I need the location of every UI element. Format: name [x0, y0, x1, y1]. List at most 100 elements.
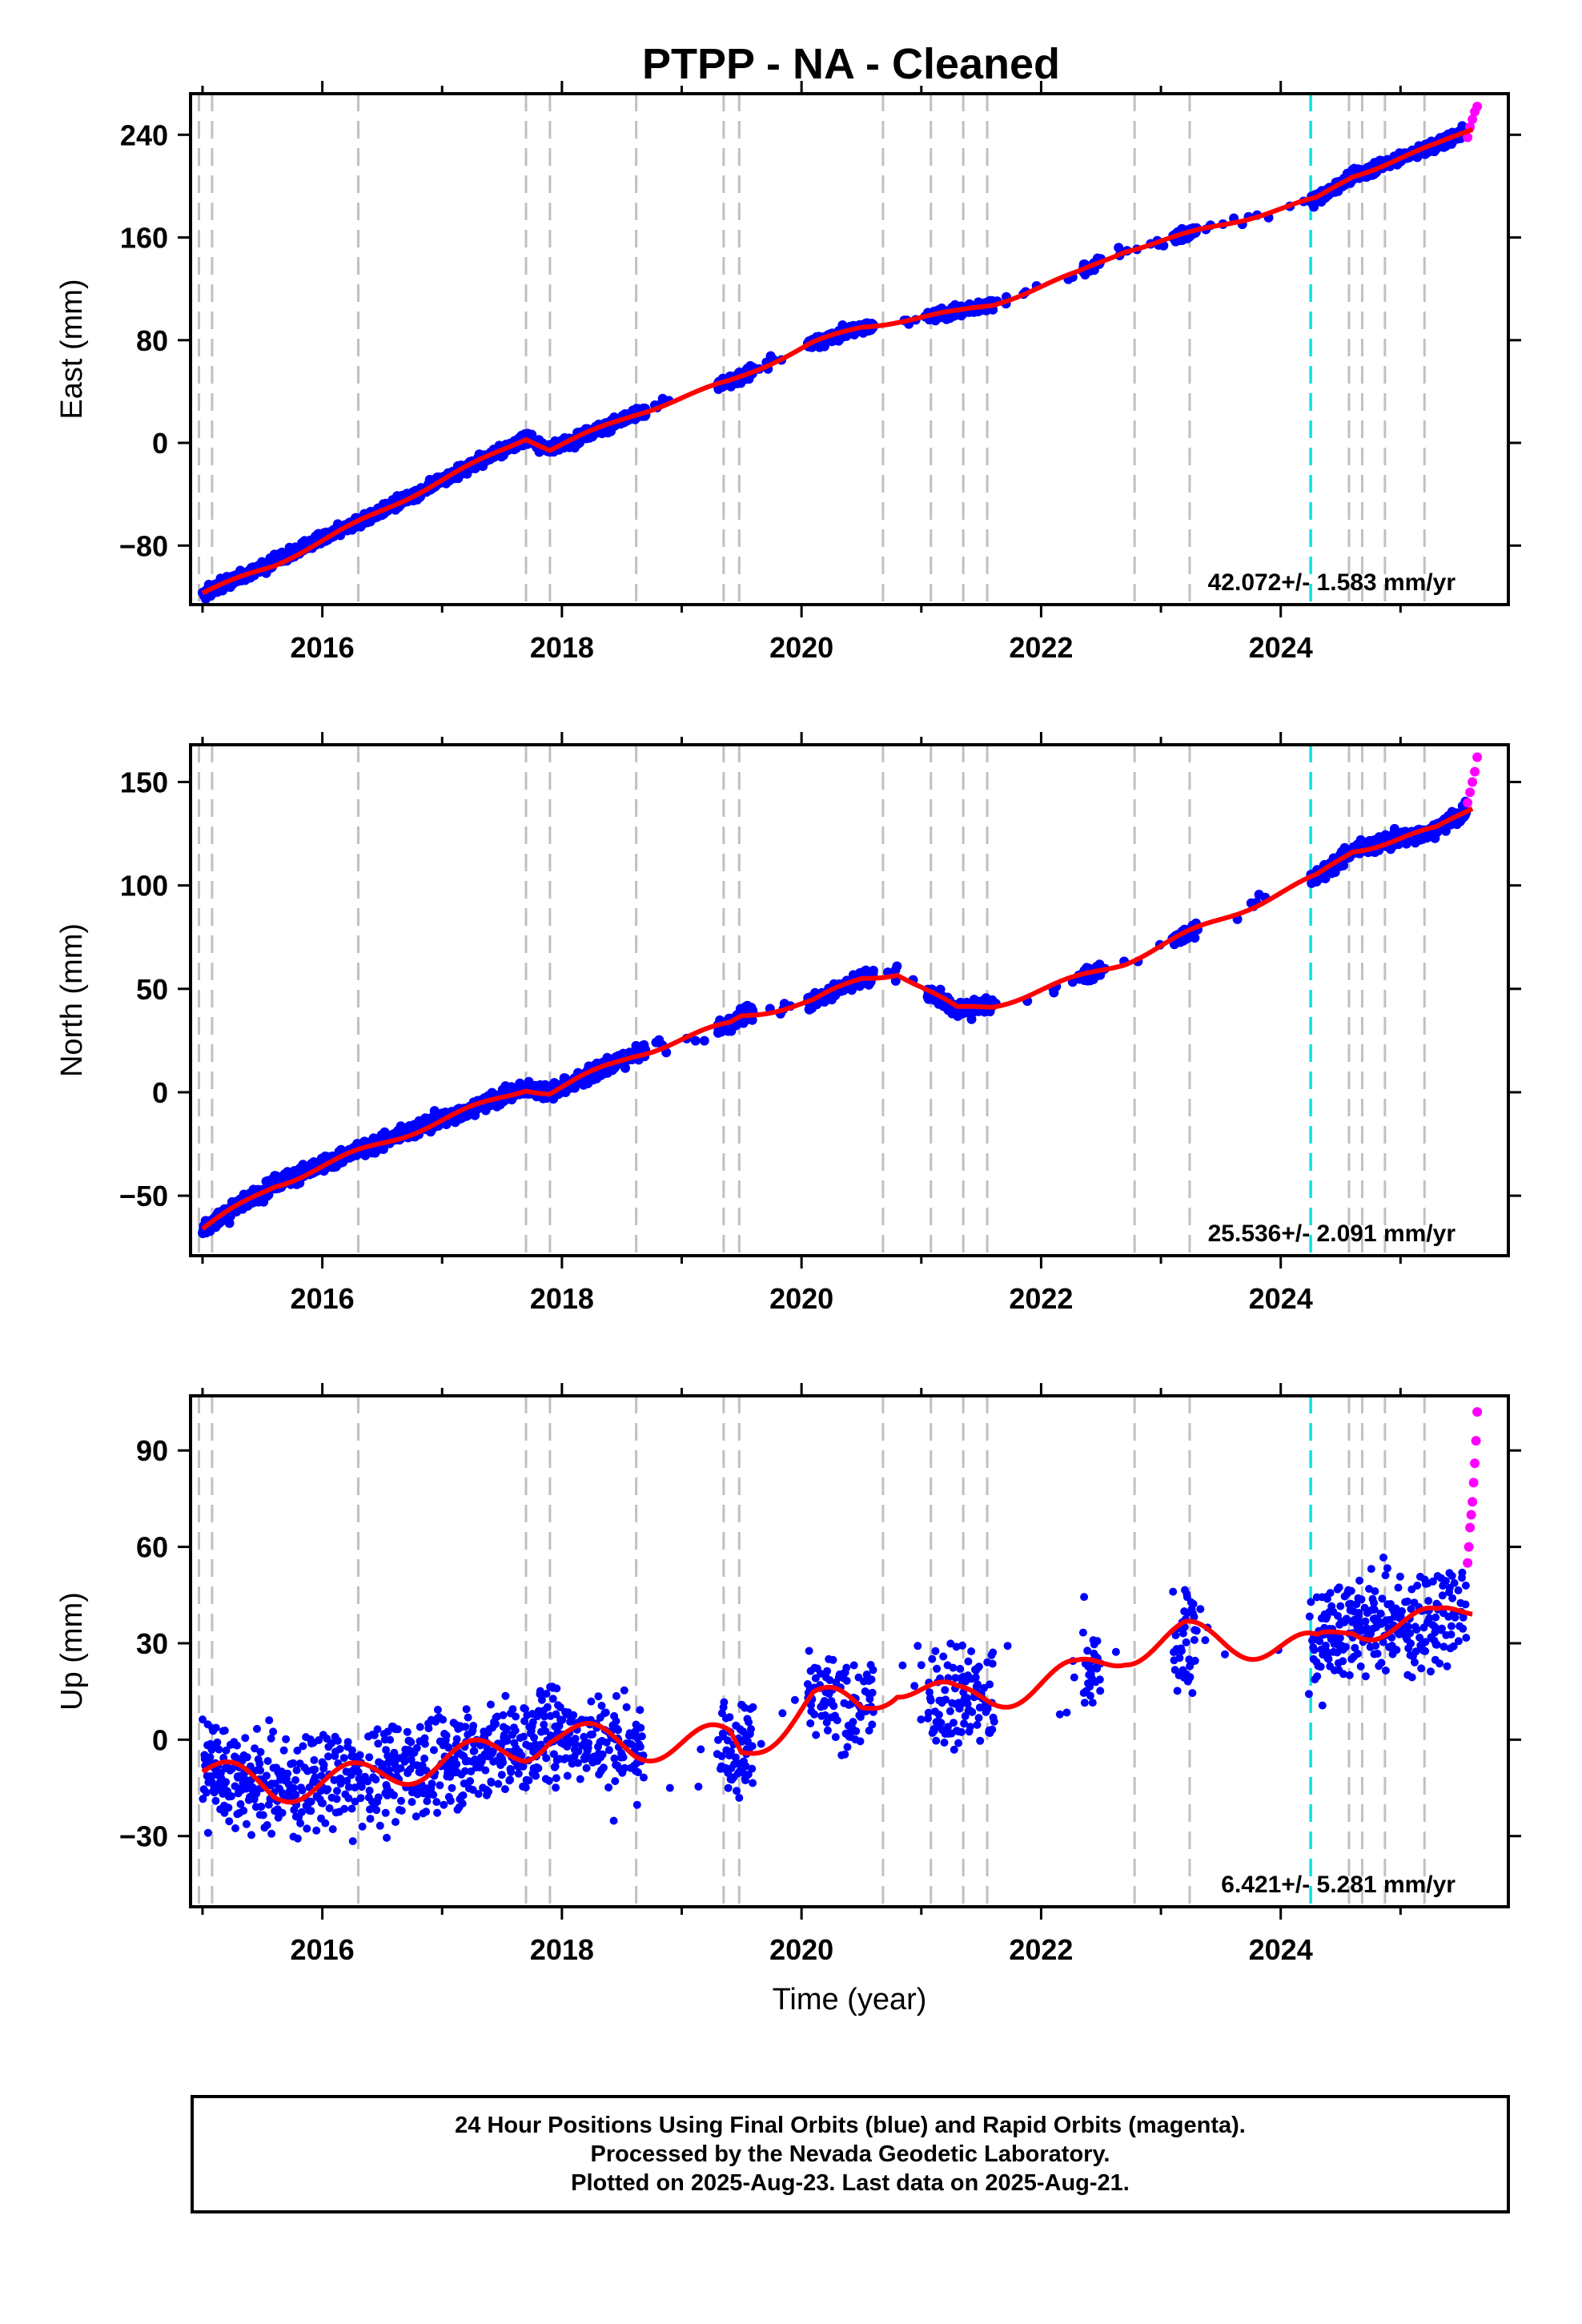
final-point: [239, 1807, 248, 1815]
final-point: [347, 1746, 356, 1755]
rapid-point: [1472, 102, 1483, 112]
final-point: [372, 1806, 381, 1815]
final-point: [303, 1824, 311, 1833]
final-point: [569, 1711, 578, 1719]
final-point: [439, 1715, 448, 1724]
final-point: [487, 1779, 496, 1787]
final-point: [420, 1754, 429, 1763]
final-point: [259, 1811, 267, 1819]
final-point: [506, 1775, 515, 1784]
final-point: [550, 1750, 558, 1759]
final-point: [256, 1766, 265, 1775]
x-tick-label: 2020: [769, 1282, 833, 1315]
final-point: [571, 1735, 580, 1743]
final-point: [528, 1718, 537, 1727]
rapid-point: [1465, 787, 1476, 798]
final-point: [620, 1763, 629, 1772]
final-point: [332, 1795, 341, 1803]
final-point: [319, 1799, 327, 1807]
final-point: [519, 1762, 528, 1771]
final-point: [584, 1739, 593, 1747]
final-point: [325, 1804, 334, 1812]
final-point: [601, 1708, 610, 1717]
final-point: [636, 1706, 644, 1715]
final-point: [892, 961, 902, 971]
final-point: [397, 1796, 405, 1805]
y-tick-label: 0: [152, 1076, 168, 1109]
model-line: [201, 806, 1474, 1231]
final-point: [371, 1775, 380, 1784]
final-point: [319, 1760, 328, 1769]
final-point: [524, 1776, 533, 1785]
rapid-point: [1463, 132, 1473, 143]
final-point: [622, 1703, 631, 1711]
final-point: [612, 1717, 620, 1726]
final-point: [233, 1741, 241, 1750]
x-tick-label: 2016: [291, 1282, 355, 1315]
final-point: [521, 1705, 529, 1713]
final-point: [574, 1747, 583, 1755]
final-point: [225, 1817, 234, 1826]
final-point: [576, 1775, 584, 1783]
final-point: [307, 1797, 315, 1806]
final-point: [206, 1753, 215, 1762]
final-point: [469, 1722, 478, 1730]
final-point: [253, 1724, 261, 1733]
final-point: [408, 1798, 416, 1807]
final-point: [355, 1751, 364, 1759]
final-point: [224, 1803, 233, 1812]
x-tick-label: 2022: [1009, 631, 1073, 664]
final-point: [370, 1731, 379, 1739]
final-point: [348, 1837, 357, 1846]
final-point: [470, 1747, 479, 1755]
final-point: [511, 1726, 520, 1735]
final-point: [279, 1746, 288, 1755]
final-point: [211, 1796, 220, 1805]
final-point: [507, 1767, 516, 1776]
final-point: [328, 1825, 337, 1834]
final-point: [697, 1745, 705, 1754]
final-point: [396, 1764, 405, 1773]
final-point: [542, 1754, 551, 1763]
final-point: [375, 1821, 384, 1830]
final-point: [530, 1733, 538, 1742]
final-point: [344, 1794, 353, 1803]
final-point: [412, 1743, 421, 1752]
final-point: [335, 1745, 344, 1753]
y-tick-label: 150: [120, 766, 168, 798]
final-point: [282, 1735, 291, 1743]
final-point: [383, 1833, 391, 1842]
final-point: [604, 1746, 613, 1755]
final-point: [263, 1757, 272, 1765]
final-point: [203, 1828, 212, 1837]
final-point: [374, 1739, 383, 1748]
final-point: [690, 1035, 701, 1046]
final-point: [222, 1778, 231, 1787]
final-point: [400, 1751, 409, 1760]
final-point: [433, 1808, 442, 1817]
final-point: [503, 1725, 511, 1733]
final-point: [558, 1715, 567, 1724]
final-point: [890, 975, 901, 986]
final-point: [267, 1734, 275, 1743]
final-point: [1190, 933, 1200, 943]
final-point: [333, 1787, 341, 1795]
final-point: [422, 1807, 431, 1816]
x-tick-label: 2020: [769, 631, 833, 664]
rapid-points: [1463, 752, 1483, 808]
final-point: [428, 1779, 436, 1788]
final-point: [500, 1785, 509, 1794]
final-point: [311, 1765, 319, 1774]
model-line: [201, 127, 1474, 596]
y-tick-label: 0: [152, 427, 168, 460]
x-tick-label: 2022: [1009, 1282, 1073, 1315]
plot-frame: [189, 92, 1510, 606]
final-point: [517, 1751, 526, 1760]
final-point: [640, 1773, 648, 1782]
final-point: [436, 1781, 444, 1790]
final-point: [296, 1819, 305, 1827]
final-point: [620, 1063, 630, 1073]
final-points: [199, 1553, 1471, 1846]
final-point: [461, 1723, 470, 1731]
